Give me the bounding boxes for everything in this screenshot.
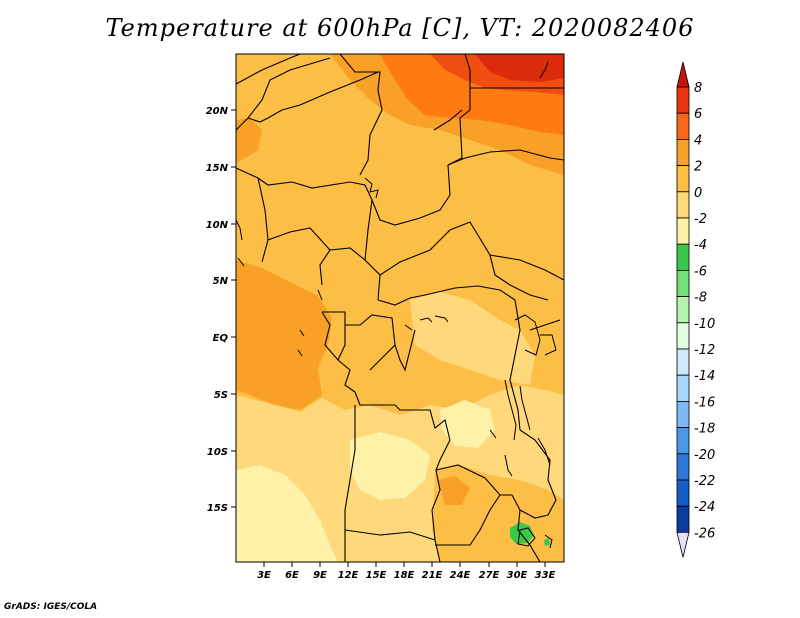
field-2-4-se — [438, 476, 470, 505]
temperature-field — [236, 54, 564, 562]
latitude-axis: 20N 15N 10N 5N EQ 5S 10S 15S — [206, 106, 236, 514]
colorbar-swatch — [676, 191, 690, 219]
colorbar-label: -22 — [694, 474, 715, 489]
colorbar-label: 0 — [694, 186, 702, 201]
colorbar-swatch — [676, 243, 690, 271]
lon-label: 33E — [535, 570, 556, 581]
lon-label: 30E — [507, 570, 528, 581]
colorbar-label: -4 — [694, 238, 707, 253]
colorbar-label: -6 — [694, 264, 707, 279]
lon-label: 6E — [285, 570, 299, 581]
field-2-4-west — [236, 260, 332, 410]
colorbar-label: -24 — [694, 500, 715, 515]
lon-label: 18E — [394, 570, 415, 581]
colorbar-label: -16 — [694, 395, 715, 410]
colorbar-label: -2 — [694, 212, 707, 227]
colorbar-swatch — [676, 112, 690, 140]
colorbar-label: -8 — [694, 291, 707, 306]
lat-label: 10S — [207, 447, 228, 458]
colorbar-label: -26 — [694, 526, 715, 541]
lat-label: 10N — [206, 220, 229, 231]
field-2-4-nw — [236, 118, 262, 162]
country-borders — [236, 54, 564, 562]
colorbar-swatch — [676, 165, 690, 193]
field-m4-m2-sw — [236, 465, 338, 562]
longitude-axis: 3E 6E 9E 12E 15E 18E 21E 24E 27E 30E 33E — [257, 562, 556, 581]
colorbar-label: 8 — [694, 81, 702, 96]
colorbar-swatch — [676, 86, 690, 114]
colorbar-label: -14 — [694, 369, 715, 384]
colorbar-swatch — [676, 217, 690, 245]
lon-label: 24E — [450, 570, 471, 581]
lat-label: 5N — [213, 276, 229, 287]
lat-label: 15N — [206, 163, 229, 174]
colorbar-swatch — [676, 400, 690, 428]
lakes-and-rivers — [236, 61, 557, 549]
field-m2-0-east — [410, 292, 535, 385]
colorbar-swatch — [676, 296, 690, 324]
colorbar-label: -12 — [694, 343, 715, 358]
colorbar-label: 6 — [694, 107, 702, 122]
colorbar-legend: 8 6 4 2 0 -2 -4 -6 -8 -10 -12 -14 -16 -18 -20 -22 -24 -26 — [676, 61, 715, 558]
colorbar-swatch — [676, 427, 690, 455]
chart-title: Temperature at 600hPa [C], VT: 202008240… — [105, 14, 695, 42]
map-frame — [235, 53, 565, 563]
colorbar-bottom-triangle — [676, 532, 690, 558]
colorbar-swatch — [676, 138, 690, 166]
colorbar-label: -18 — [694, 422, 715, 437]
lat-label: 5S — [214, 390, 228, 401]
colorbar-swatch — [676, 348, 690, 376]
field-m4-m2-east — [440, 400, 495, 448]
field-m4-m2-central — [350, 432, 430, 500]
field-m6-m4-green-small — [544, 538, 550, 546]
colorbar-swatch — [676, 269, 690, 297]
colorbar-label: 4 — [694, 133, 702, 148]
lat-label: 15S — [207, 503, 228, 514]
lat-label: EQ — [213, 333, 229, 344]
colorbar-swatch — [676, 505, 690, 533]
colorbar-label: -10 — [694, 317, 715, 332]
colorbar-swatch — [676, 453, 690, 481]
lon-label: 15E — [366, 570, 387, 581]
lon-label: 21E — [422, 570, 443, 581]
lon-label: 27E — [479, 570, 500, 581]
lon-label: 9E — [313, 570, 327, 581]
colorbar-label: 2 — [694, 160, 702, 175]
lat-label: 20N — [206, 106, 229, 117]
colorbar-swatch — [676, 374, 690, 402]
lon-label: 12E — [338, 570, 359, 581]
colorbar-swatch — [676, 479, 690, 507]
lon-label: 3E — [257, 570, 271, 581]
colorbar-label: -20 — [694, 448, 715, 463]
footer-credit: GrADS: IGES/COLA — [4, 602, 98, 612]
colorbar-top-triangle — [676, 61, 690, 88]
colorbar-swatch — [676, 322, 690, 350]
